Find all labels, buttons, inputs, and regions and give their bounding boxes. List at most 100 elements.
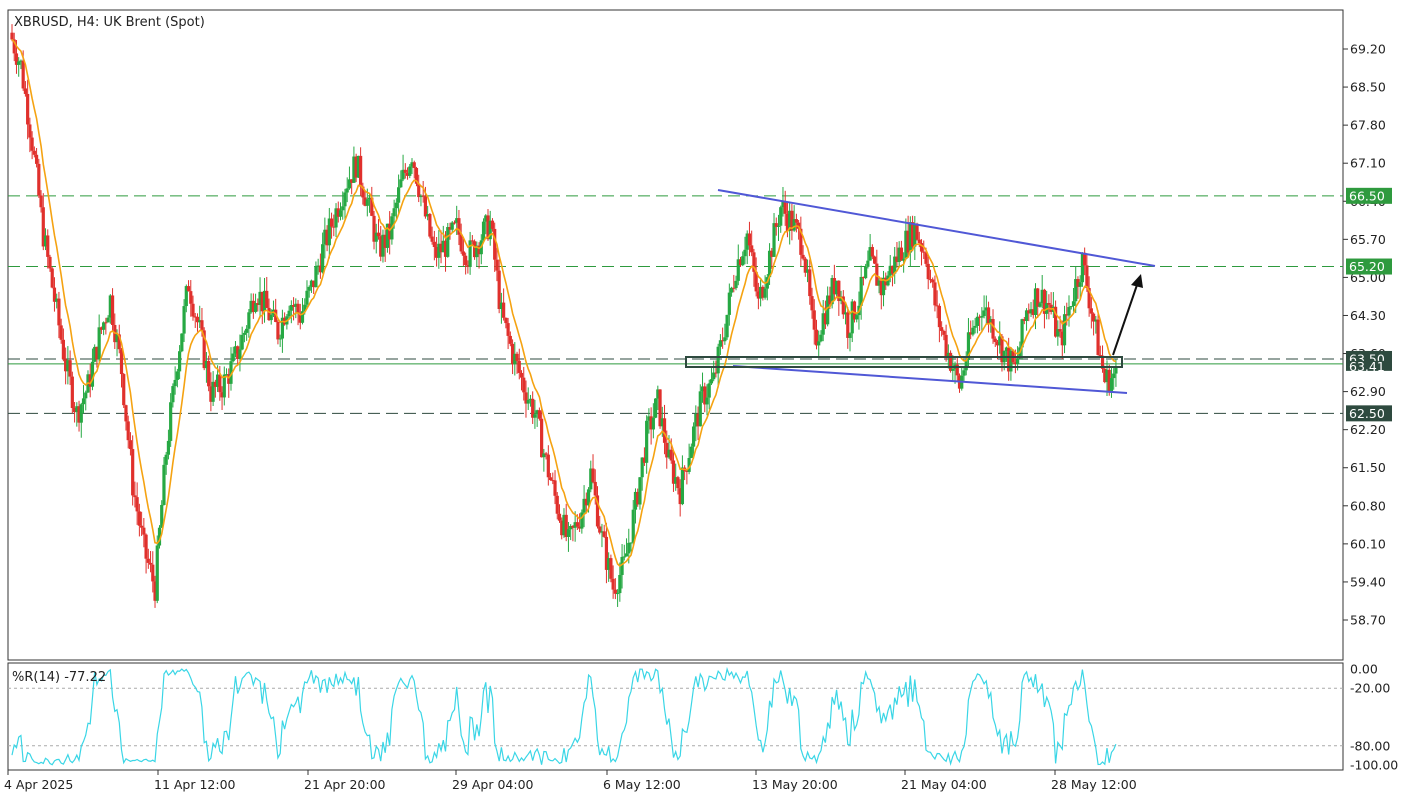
candle-body xyxy=(913,223,917,247)
candle-body xyxy=(52,287,57,302)
main-panel-frame xyxy=(7,9,1344,661)
candle-body xyxy=(385,223,390,248)
candle-body xyxy=(37,163,41,196)
y-tick-label: 62.90 xyxy=(1350,384,1386,399)
candle-body xyxy=(586,489,591,506)
candle-body xyxy=(931,279,935,283)
support-zone-box xyxy=(685,356,1123,368)
candle-body xyxy=(247,312,251,329)
candle-body xyxy=(410,162,414,167)
candle-body xyxy=(461,251,466,256)
candle-body xyxy=(198,320,202,323)
candle-body xyxy=(242,332,247,335)
candle-body xyxy=(618,574,622,594)
candle-body xyxy=(506,323,510,336)
candle-body xyxy=(1065,314,1069,316)
level-label: 66.50 xyxy=(1349,188,1385,203)
candle-body xyxy=(978,316,982,318)
candle-body xyxy=(779,207,783,226)
candle-body xyxy=(890,265,895,274)
candle-body xyxy=(1031,309,1035,315)
candle-body xyxy=(428,214,432,237)
candle-body xyxy=(305,290,309,305)
candle-body xyxy=(470,240,474,242)
candle-body xyxy=(137,511,141,526)
candle-body xyxy=(186,286,191,292)
candle-body xyxy=(729,287,734,293)
candle-body xyxy=(269,314,273,321)
candle-body xyxy=(392,208,396,217)
candle-body xyxy=(906,230,910,253)
candle-body xyxy=(808,269,812,297)
candle-body xyxy=(499,302,503,310)
candle-body xyxy=(790,210,794,231)
candle-body xyxy=(108,295,112,318)
candle-body xyxy=(191,303,195,317)
candle-body xyxy=(609,558,613,579)
candle-body xyxy=(397,187,401,203)
candle-body xyxy=(678,488,682,505)
indicator-panel-frame xyxy=(7,662,1344,771)
candle-body xyxy=(175,371,179,380)
candle-body xyxy=(955,364,959,376)
candle-body xyxy=(700,386,705,392)
candle-body xyxy=(245,328,249,333)
candle-body xyxy=(464,255,468,266)
candle-body xyxy=(296,303,300,314)
candle-body xyxy=(64,359,68,372)
candle-body xyxy=(1058,329,1062,332)
candle-body xyxy=(754,271,758,292)
candle-body xyxy=(946,352,950,357)
wr-tick-label: 0.00 xyxy=(1350,662,1378,677)
candle-body xyxy=(665,442,669,458)
candle-body xyxy=(115,334,119,343)
indicator-ticks: 0.00 -20.00 -80.00 -100.00 xyxy=(1350,662,1398,773)
candle-body xyxy=(359,155,363,187)
candle-body xyxy=(383,234,387,248)
candle-body xyxy=(318,265,322,273)
x-axis: 4 Apr 2025 11 Apr 12:00 21 Apr 20:00 29 Apr… xyxy=(4,770,1137,792)
candle-body xyxy=(1016,358,1020,365)
candle-body xyxy=(848,333,852,338)
candle-body xyxy=(504,317,508,324)
candle-body xyxy=(173,379,177,387)
candle-body xyxy=(772,223,776,257)
candle-body xyxy=(258,291,262,305)
candle-body xyxy=(524,392,528,404)
candle-body xyxy=(962,370,966,376)
candle-body xyxy=(144,534,148,559)
candle-body xyxy=(982,310,986,317)
candle-body xyxy=(309,280,314,287)
candle-body xyxy=(814,329,819,346)
candle-body xyxy=(218,374,222,393)
candle-body xyxy=(691,426,696,447)
candle-body xyxy=(314,266,318,288)
candle-body xyxy=(578,526,582,529)
candle-body xyxy=(1105,369,1109,383)
candle-body xyxy=(178,351,182,372)
candle-body xyxy=(915,223,919,240)
candle-body xyxy=(515,353,519,361)
candle-body xyxy=(694,413,698,427)
candle-body xyxy=(26,93,30,125)
candle-body xyxy=(937,305,941,328)
candle-body xyxy=(180,333,184,352)
candle-body xyxy=(1047,303,1051,305)
candle-body xyxy=(716,346,720,374)
candle-body xyxy=(703,386,707,405)
candle-body xyxy=(236,346,240,360)
y-tick-label: 67.10 xyxy=(1350,156,1386,171)
candle-body xyxy=(93,346,97,362)
candle-body xyxy=(347,179,352,189)
candle-body xyxy=(486,215,490,240)
candle-body xyxy=(48,256,52,269)
candle-body xyxy=(122,374,126,406)
candle-body xyxy=(843,312,848,315)
candle-body xyxy=(671,460,676,484)
wr-tick-label: -100.00 xyxy=(1350,758,1398,773)
y-tick-label: 61.50 xyxy=(1350,460,1386,475)
candle-body xyxy=(459,234,463,252)
candle-body xyxy=(781,201,785,208)
candle-body xyxy=(204,360,209,369)
